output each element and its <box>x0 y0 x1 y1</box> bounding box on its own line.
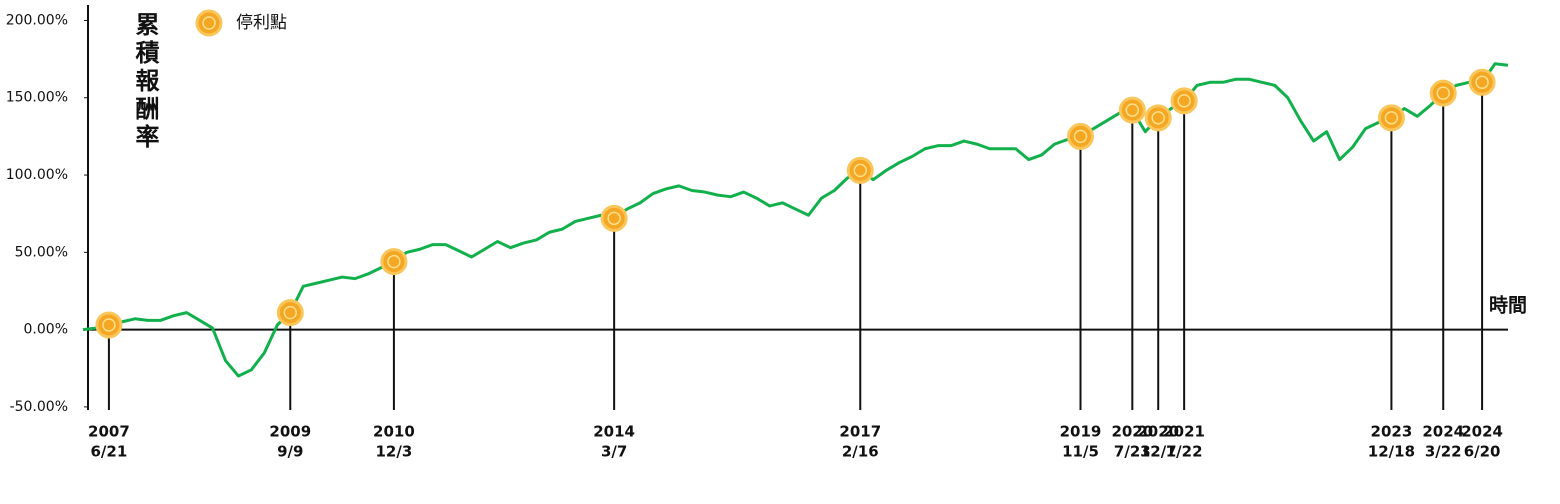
y-tick-label: 0.00% <box>24 322 68 338</box>
coin <box>380 248 408 276</box>
coin <box>1118 96 1146 124</box>
x-tick-date: 11/5 <box>1062 443 1099 461</box>
x-tick-date: 3/7 <box>601 443 627 461</box>
x-axis-label: 時間 <box>1489 295 1527 317</box>
x-tick-date: 7/23 <box>1114 443 1151 461</box>
legend: 停利點 <box>195 9 287 37</box>
coin <box>1144 104 1172 132</box>
x-tick-date: 1/22 <box>1166 443 1203 461</box>
coin-inner <box>853 163 868 178</box>
x-tick-year: 2007 <box>88 423 130 441</box>
coin <box>1377 104 1405 132</box>
x-tick-year: 2010 <box>373 423 415 441</box>
x-tick-date: 9/9 <box>277 443 303 461</box>
y-tick-label: 100.00% <box>6 167 68 183</box>
stop-point <box>380 248 408 276</box>
x-tick-year: 2009 <box>269 423 311 441</box>
coin-inner <box>1177 94 1191 108</box>
stop-point <box>1067 122 1094 150</box>
coin <box>846 156 874 184</box>
coin-inner <box>1475 75 1489 90</box>
stop-point <box>1468 68 1496 96</box>
y-tick-label: 200.00% <box>6 12 68 28</box>
x-tick-date: 12/18 <box>1368 443 1415 461</box>
stop-point <box>846 156 874 184</box>
x-tick-date: 12/3 <box>376 443 413 461</box>
coin <box>1468 68 1496 96</box>
x-tick-date: 12/7 <box>1140 443 1177 461</box>
stop-point <box>1144 104 1172 132</box>
coin-inner <box>283 305 298 320</box>
stop-point <box>1429 79 1457 107</box>
x-tick-date: 2/16 <box>842 443 879 461</box>
x-tick-year: 2019 <box>1060 423 1102 441</box>
coin-inner <box>1125 103 1140 117</box>
x-tick-year: 2024 <box>1461 423 1503 441</box>
coin-inner <box>102 318 116 332</box>
coin-inner <box>607 211 621 226</box>
x-tick-year: 2020 <box>1137 423 1179 441</box>
coin-inner <box>1151 111 1165 125</box>
legend-label: 停利點 <box>236 13 287 33</box>
coin <box>1067 122 1094 150</box>
coin <box>276 299 304 327</box>
stop-point <box>276 299 304 327</box>
x-tick-year: 2020 <box>1111 423 1153 441</box>
coin <box>600 204 628 232</box>
y-tick-label: -50.00% <box>10 399 68 415</box>
y-tick-label: 150.00% <box>6 90 68 106</box>
x-tick-year: 2023 <box>1371 423 1413 441</box>
y-axis-label: 累積報酬率 <box>131 12 159 152</box>
return-line <box>82 62 1509 378</box>
stop-point <box>1170 87 1198 115</box>
coin <box>95 311 123 339</box>
stop-point <box>600 204 628 232</box>
x-tick-year: 2021 <box>1163 423 1205 441</box>
x-tick-year: 2017 <box>839 423 881 441</box>
coin-inner <box>1436 86 1450 100</box>
legend-coin-inner <box>202 16 216 30</box>
x-tick-date: 6/20 <box>1464 443 1501 461</box>
coin <box>1170 87 1198 115</box>
y-tick-label: 50.00% <box>15 244 68 260</box>
coin <box>1429 79 1457 107</box>
coin-inner <box>1384 111 1399 125</box>
stop-point <box>1118 96 1146 124</box>
x-tick-date: 3/22 <box>1425 443 1462 461</box>
stop-point <box>95 311 123 339</box>
x-tick-year: 2024 <box>1422 423 1464 441</box>
x-tick-year: 2014 <box>593 423 635 441</box>
coin-inner <box>1073 129 1088 144</box>
coin-inner <box>387 254 401 269</box>
legend-coin <box>195 9 223 37</box>
stop-point <box>1377 104 1405 132</box>
x-tick-date: 6/21 <box>91 443 128 461</box>
